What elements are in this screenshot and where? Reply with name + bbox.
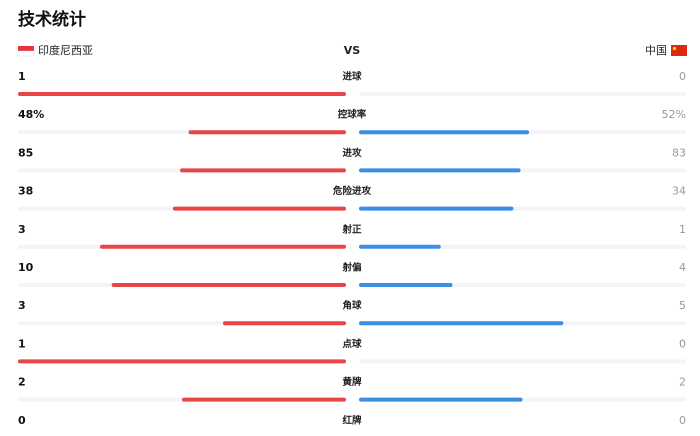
stat-label: 进攻 bbox=[342, 147, 362, 159]
away-value: 0 bbox=[679, 70, 686, 83]
home-value: 1 bbox=[18, 70, 26, 83]
home-value: 2 bbox=[18, 376, 26, 389]
away-bar bbox=[359, 244, 441, 249]
away-track bbox=[359, 92, 686, 96]
home-value: 1 bbox=[18, 337, 26, 350]
home-value: 38 bbox=[18, 185, 33, 198]
stat-label: 点球 bbox=[342, 338, 362, 350]
away-value: 1 bbox=[679, 223, 686, 236]
away-bar bbox=[359, 168, 521, 173]
away-track bbox=[359, 244, 686, 249]
home-value: 0 bbox=[18, 414, 26, 427]
away-value: 0 bbox=[679, 337, 686, 350]
stat-label: 进球 bbox=[342, 71, 362, 83]
home-value: 85 bbox=[18, 146, 33, 159]
stat-label: 危险进攻 bbox=[332, 185, 372, 197]
away-bar bbox=[359, 397, 523, 402]
away-value: 83 bbox=[672, 146, 686, 159]
home-bar bbox=[172, 206, 346, 211]
away-value: 5 bbox=[679, 299, 686, 312]
away-value: 2 bbox=[679, 376, 686, 389]
away-flag-star bbox=[672, 46, 677, 51]
away-bar bbox=[359, 130, 530, 135]
away-value: 0 bbox=[679, 414, 686, 427]
away-bar bbox=[359, 283, 453, 287]
away-team: 中国 bbox=[645, 44, 667, 57]
title: 技术统计 bbox=[18, 9, 86, 30]
home-value: 3 bbox=[18, 223, 26, 236]
home-value: 48% bbox=[18, 108, 44, 121]
home-value: 3 bbox=[18, 299, 26, 312]
home-bar bbox=[18, 92, 346, 96]
stat-label: 射偏 bbox=[341, 262, 362, 274]
home-bar bbox=[100, 244, 346, 249]
home-bar bbox=[111, 283, 346, 287]
home-bar bbox=[180, 168, 346, 173]
stat-label: 红牌 bbox=[342, 414, 362, 426]
stat-label: 射正 bbox=[341, 223, 362, 235]
away-flag bbox=[671, 45, 687, 56]
away-bar bbox=[359, 321, 564, 326]
stat-label: 黄牌 bbox=[342, 376, 362, 388]
home-bar bbox=[188, 130, 346, 135]
away-track bbox=[359, 359, 686, 364]
home-bar bbox=[182, 397, 346, 402]
home-value: 10 bbox=[18, 261, 34, 274]
away-bar bbox=[359, 206, 514, 211]
stat-label: 控球率 bbox=[338, 109, 367, 121]
home-flag bbox=[18, 46, 34, 51]
stat-label: 角球 bbox=[342, 300, 362, 312]
vs-label: VS bbox=[344, 44, 361, 57]
home-team: 印度尼西亚 bbox=[38, 43, 93, 57]
home-flag-white bbox=[17, 50, 35, 57]
home-bar bbox=[223, 321, 346, 326]
away-value: 34 bbox=[672, 185, 686, 198]
away-value: 52% bbox=[662, 108, 686, 121]
home-bar bbox=[18, 359, 346, 364]
away-value: 4 bbox=[679, 261, 686, 274]
